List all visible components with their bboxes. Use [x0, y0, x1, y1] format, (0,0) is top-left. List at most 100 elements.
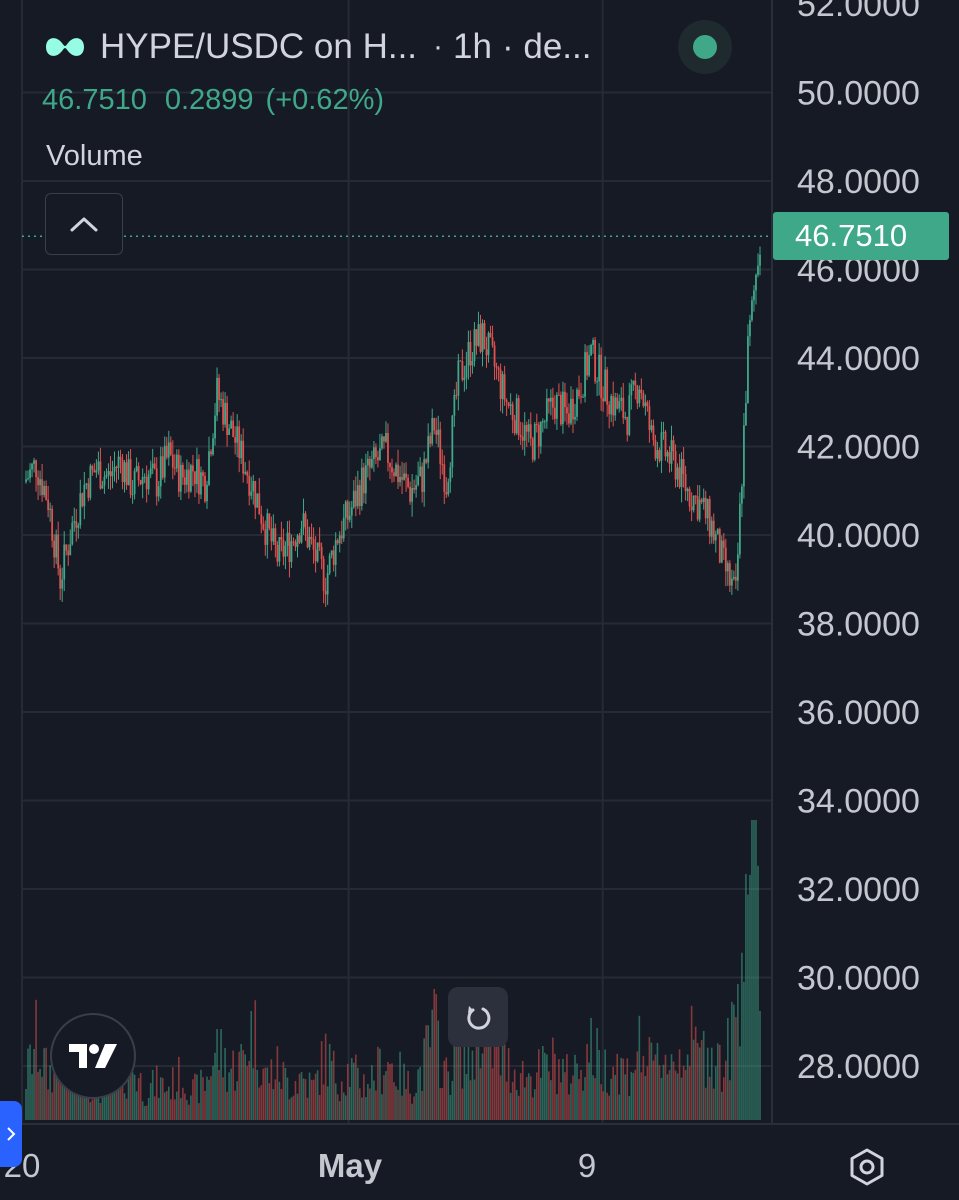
volume-bar — [196, 1074, 198, 1120]
volume-bar — [67, 1065, 70, 1120]
volume-bar — [533, 1089, 536, 1120]
candle-body — [226, 402, 229, 436]
candle-body — [41, 479, 43, 496]
candle-body — [264, 529, 267, 545]
candle-body — [262, 523, 265, 530]
volume-bar — [459, 1016, 462, 1120]
candle-body — [81, 493, 84, 507]
volume-bar — [308, 1072, 311, 1120]
candle-body — [304, 513, 307, 527]
candle-body — [644, 402, 647, 406]
candle-body — [159, 456, 162, 487]
volume-bar — [393, 1082, 395, 1120]
volume-bar — [53, 1057, 55, 1120]
volume-bar — [618, 1094, 621, 1120]
candle-body — [537, 424, 540, 447]
volume-bar — [529, 1076, 532, 1120]
volume-bar — [527, 1073, 530, 1120]
volume-bar — [180, 1098, 182, 1120]
volume-bar — [300, 1071, 303, 1120]
volume-bar — [469, 1080, 472, 1120]
volume-bar — [206, 1076, 208, 1120]
candle-body — [445, 492, 448, 495]
chart-settings-button[interactable] — [840, 1140, 894, 1194]
candle-body — [115, 466, 118, 469]
volume-bar — [383, 1075, 385, 1120]
volume-bar — [141, 1101, 144, 1120]
candle-body — [656, 450, 659, 459]
candle-body — [696, 496, 699, 520]
volume-bar — [355, 1054, 357, 1120]
candle-body — [31, 463, 33, 470]
volume-bar — [282, 1061, 285, 1120]
volume-bar — [535, 1072, 538, 1120]
volume-bar — [174, 1099, 176, 1120]
volume-bar — [590, 1017, 592, 1120]
candle-body — [276, 545, 279, 562]
candle-body — [381, 436, 383, 449]
market-status-indicator[interactable] — [678, 20, 732, 74]
tradingview-logo-icon[interactable] — [50, 1013, 136, 1099]
candle-body — [501, 374, 504, 400]
volume-bar — [606, 1092, 608, 1120]
candle-body — [344, 501, 347, 518]
volume-bar — [387, 1061, 389, 1120]
volume-bar — [200, 1069, 202, 1120]
volume-bar — [698, 1047, 701, 1120]
candle-body — [435, 430, 438, 435]
candle-body — [79, 493, 82, 526]
candle-body — [125, 462, 128, 485]
volume-bar — [172, 1067, 174, 1120]
price-axis: 52.000050.000048.000046.000044.000042.00… — [797, 0, 920, 1086]
candle-body — [348, 515, 351, 520]
time-axis: 20 May 9 — [4, 1147, 597, 1184]
expand-sidebar-button[interactable] — [0, 1101, 22, 1167]
volume-bar — [684, 1069, 687, 1120]
candle-body — [708, 499, 711, 537]
volume-bar — [178, 1056, 180, 1120]
symbol-title[interactable]: HYPE/USDC on H... — [100, 27, 418, 66]
volume-bar — [346, 1063, 349, 1120]
volume-bar — [107, 1072, 110, 1120]
volume-bar — [437, 1020, 440, 1120]
candle-body — [33, 460, 35, 464]
candle-body — [736, 554, 739, 581]
candle-body — [411, 488, 414, 502]
candle-body — [123, 462, 126, 483]
volume-bar — [632, 1072, 635, 1120]
volume-bar — [240, 1043, 242, 1120]
volume-bar — [228, 1072, 230, 1120]
volume-bar — [260, 1085, 263, 1120]
candle-body — [413, 488, 416, 490]
candle-body — [753, 290, 755, 301]
interval-label[interactable]: 1h — [453, 27, 492, 66]
volume-bar — [712, 1088, 715, 1120]
candle-body — [316, 542, 319, 562]
volume-indicator-label[interactable]: Volume — [46, 140, 143, 172]
volume-bar — [401, 1095, 403, 1120]
candle-body — [441, 463, 444, 465]
candle-body — [666, 452, 669, 457]
candle-body — [551, 397, 554, 408]
candle-body — [759, 254, 761, 266]
volume-bar — [332, 1050, 335, 1120]
volume-bar — [646, 1066, 649, 1120]
candle-body — [712, 520, 715, 541]
volume-bar — [710, 1047, 713, 1120]
reset-chart-button[interactable] — [448, 987, 508, 1047]
volume-bar — [461, 1088, 464, 1120]
volume-bar — [658, 1065, 661, 1120]
candle-body — [71, 522, 74, 545]
volume-bar — [284, 1067, 287, 1120]
volume-bar — [369, 1088, 371, 1120]
collapse-indicators-button[interactable] — [45, 193, 123, 255]
candle-body — [334, 540, 337, 565]
volume-bar — [723, 1077, 725, 1120]
volume-bar — [600, 1084, 602, 1120]
volume-bar — [457, 1041, 460, 1120]
candle-body — [622, 397, 625, 419]
y-tick-label: 40.0000 — [797, 517, 920, 555]
candle-body — [75, 521, 78, 528]
candle-body — [608, 404, 611, 415]
